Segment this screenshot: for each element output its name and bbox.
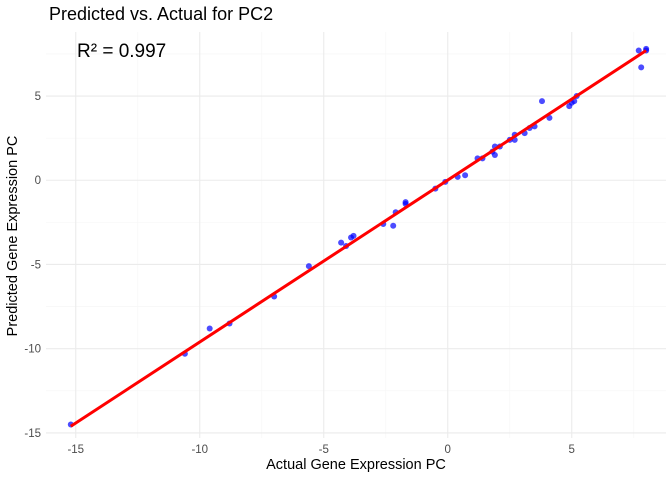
chart-title: Predicted vs. Actual for PC2 bbox=[49, 4, 273, 24]
y-tick-label: 0 bbox=[35, 175, 41, 187]
x-tick-label: 0 bbox=[445, 444, 451, 456]
data-point bbox=[350, 232, 357, 239]
data-point bbox=[206, 325, 213, 332]
y-axis-title: Predicted Gene Expression PC bbox=[5, 136, 21, 337]
data-point bbox=[462, 172, 469, 179]
grid-minor bbox=[46, 32, 666, 438]
data-point bbox=[402, 199, 409, 206]
data-point bbox=[539, 98, 545, 105]
data-point bbox=[305, 263, 312, 270]
x-tick-label: -5 bbox=[319, 444, 329, 456]
y-axis-ticks: -15 -10 -5 0 5 bbox=[24, 91, 41, 440]
r-squared-annotation: R² = 0.997 bbox=[77, 41, 166, 62]
x-tick-label: 5 bbox=[569, 444, 575, 456]
data-point bbox=[635, 47, 642, 54]
x-tick-label: -10 bbox=[191, 444, 208, 456]
x-tick-label: -15 bbox=[67, 444, 84, 456]
y-tick-label: -15 bbox=[24, 428, 41, 440]
data-point bbox=[638, 64, 645, 71]
data-point bbox=[491, 151, 498, 158]
fit-line-layer bbox=[69, 49, 647, 428]
x-axis-ticks: -15 -10 -5 0 5 bbox=[67, 444, 575, 456]
fit-line bbox=[69, 49, 647, 428]
y-tick-label: -10 bbox=[24, 344, 41, 356]
grid-major bbox=[46, 32, 666, 438]
data-point bbox=[338, 239, 345, 246]
x-axis-title: Actual Gene Expression PC bbox=[266, 457, 446, 473]
data-point bbox=[390, 222, 397, 229]
y-tick-label: -5 bbox=[31, 259, 41, 271]
y-tick-label: 5 bbox=[35, 91, 41, 103]
